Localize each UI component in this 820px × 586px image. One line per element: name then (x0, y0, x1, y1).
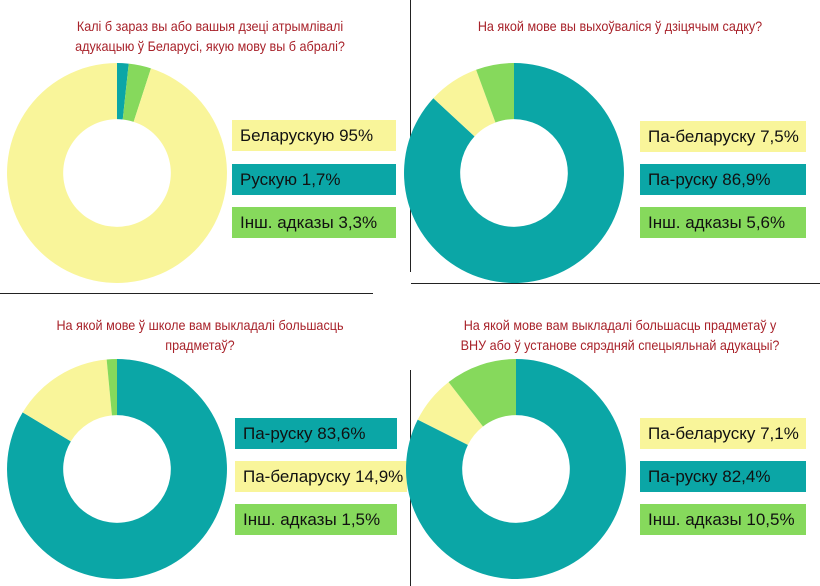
legend-item: Рускую 1,7% (232, 164, 396, 195)
legend-item: Па-беларуску 14,9% (235, 461, 407, 492)
donut-slice-Рускую (117, 63, 129, 120)
donut-slice-Па-руску (404, 63, 624, 283)
donut-slice-Інш. адказы (122, 63, 151, 122)
legend-item: Інш. адказы 10,5% (640, 504, 806, 535)
legend-item: Інш. адказы 1,5% (235, 504, 397, 535)
donut-chart (404, 63, 624, 283)
donut-chart (7, 359, 227, 579)
donut-chart (406, 359, 626, 579)
legend-item: Па-беларуску 7,5% (640, 121, 806, 152)
chart-title: Калі б зараз вы або вашыя дзеці атрымлів… (75, 18, 345, 54)
legend-item: Інш. адказы 3,3% (232, 207, 396, 238)
donut-slice-Па-руску (406, 359, 626, 579)
legend-item: Па-беларуску 7,1% (640, 418, 806, 449)
legend-item: Беларускую 95% (232, 120, 396, 151)
donut-slice-Інш. адказы (476, 63, 514, 123)
donut-slice-Па-беларуску (22, 359, 112, 442)
donut-slice-Інш. адказы (448, 359, 516, 427)
donut-slice-Беларускую (7, 63, 227, 283)
donut-slice-Інш. адказы (106, 359, 117, 416)
horizontal-divider-left (0, 293, 373, 294)
donut-slice-Па-беларуску (433, 69, 496, 137)
chart-title: На якой мове вы выхоўваліся ў дзіцячым с… (477, 18, 763, 34)
legend-item: Інш. адказы 5,6% (640, 207, 806, 238)
donut-slice-Па-беларуску (417, 382, 484, 445)
horizontal-divider-right (411, 283, 820, 284)
legend-item: Па-руску 86,9% (640, 164, 806, 195)
chart-title: На якой мове вам выкладалі большасць пра… (460, 317, 780, 353)
legend-item: Па-руску 82,4% (640, 461, 806, 492)
chart-title: На якой мове ў школе вам выкладалі больш… (56, 317, 344, 353)
donut-chart (7, 63, 227, 283)
legend-item: Па-руску 83,6% (235, 418, 397, 449)
donut-slice-Па-руску (7, 359, 227, 579)
